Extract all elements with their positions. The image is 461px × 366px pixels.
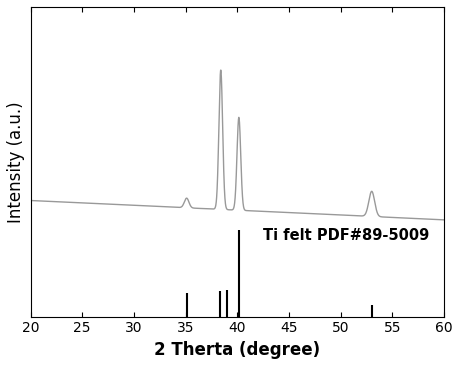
X-axis label: 2 Therta (degree): 2 Therta (degree)	[154, 341, 320, 359]
Y-axis label: Intensity (a.u.): Intensity (a.u.)	[7, 101, 25, 223]
Text: Ti felt PDF#89-5009: Ti felt PDF#89-5009	[263, 228, 429, 243]
